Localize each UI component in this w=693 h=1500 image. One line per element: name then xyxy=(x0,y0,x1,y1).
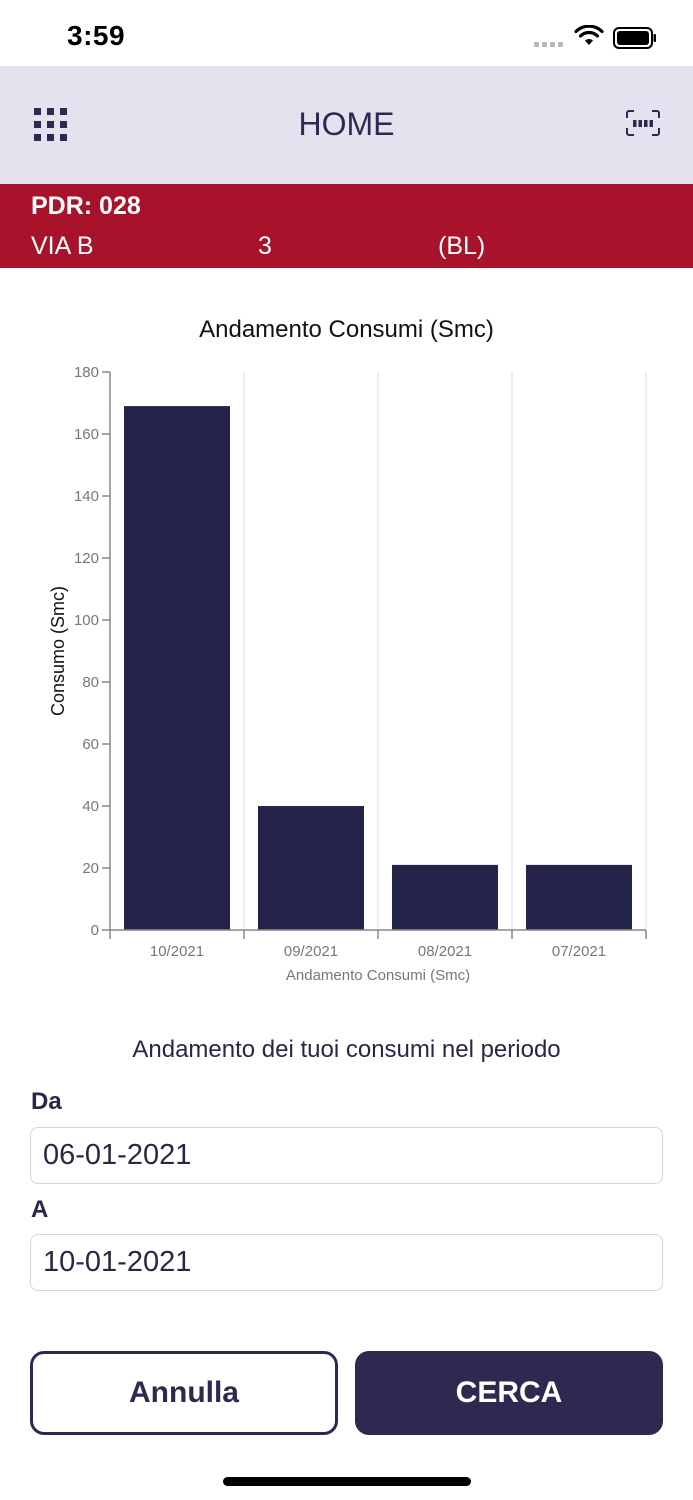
page-title: HOME xyxy=(298,106,395,142)
y-tick-label: 160 xyxy=(74,426,99,443)
cancel-button[interactable]: Annulla xyxy=(30,1351,338,1435)
x-tick-label: 09/2021 xyxy=(284,943,338,960)
y-tick-label: 140 xyxy=(74,488,99,505)
pdr-province: (BL) xyxy=(438,232,486,260)
barcode-scan-icon[interactable] xyxy=(626,110,660,136)
status-time: 3:59 xyxy=(67,20,126,51)
x-tick-label: 08/2021 xyxy=(418,943,472,960)
pdr-street: VIA B xyxy=(31,232,94,260)
to-date-input[interactable] xyxy=(30,1234,663,1291)
from-date-label: Da xyxy=(31,1088,62,1115)
pdr-banner: PDR: 028 VIA B 3 (BL) xyxy=(0,184,693,268)
y-tick-label: 40 xyxy=(82,798,99,815)
x-tick-label: 07/2021 xyxy=(552,943,606,960)
y-tick-label: 180 xyxy=(74,364,99,381)
chart-bar xyxy=(392,864,498,930)
wifi-icon xyxy=(574,25,604,45)
battery-icon xyxy=(613,27,656,49)
chart-bar xyxy=(526,864,632,930)
y-tick-label: 100 xyxy=(74,612,99,629)
grid-menu-icon[interactable] xyxy=(34,108,68,142)
y-axis-title: Consumo (Smc) xyxy=(48,586,68,716)
period-caption: Andamento dei tuoi consumi nel periodo xyxy=(132,1036,561,1063)
app-header: HOME xyxy=(0,66,693,184)
status-bar: 3:59 xyxy=(0,0,693,66)
y-tick-label: 0 xyxy=(91,922,99,939)
to-date-label: A xyxy=(31,1196,49,1223)
x-tick-label: 10/2021 xyxy=(150,943,204,960)
chart-title: Andamento Consumi (Smc) xyxy=(199,316,494,343)
consumption-chart: 0 20 40 60 80 100 120 140 160 180 10/2021 09/2021 08… xyxy=(48,364,647,984)
home-indicator xyxy=(223,1477,471,1486)
y-tick-label: 20 xyxy=(82,860,99,877)
y-tick-label: 80 xyxy=(82,674,99,691)
search-button[interactable]: CERCA xyxy=(355,1351,663,1435)
from-date-input[interactable] xyxy=(30,1127,663,1184)
x-axis-title: Andamento Consumi (Smc) xyxy=(286,967,470,984)
pdr-street-number: 3 xyxy=(258,232,272,260)
chart-bar xyxy=(124,406,230,931)
y-tick-label: 60 xyxy=(82,736,99,753)
pdr-code: PDR: 028 xyxy=(31,192,141,220)
y-tick-label: 120 xyxy=(74,550,99,567)
chart-bar xyxy=(258,806,364,930)
